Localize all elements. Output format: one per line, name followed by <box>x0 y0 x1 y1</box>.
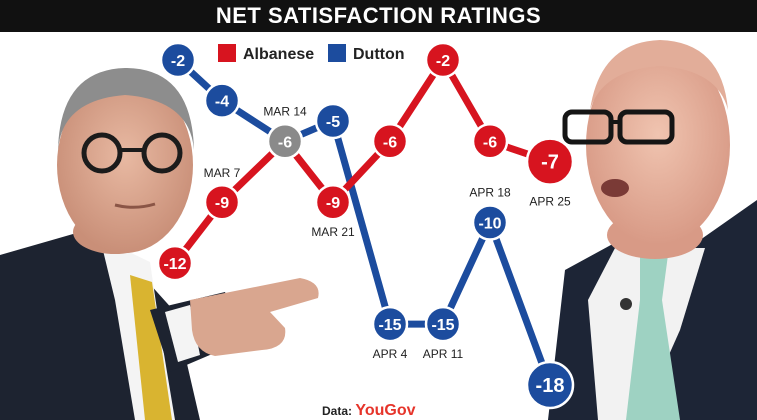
data-label-dutton-1: -4 <box>215 94 229 111</box>
date-labels: MAR 7 MAR 14 MAR 21 APR 25 APR 4 APR 11 APR 18 <box>204 104 571 361</box>
point-albanese-6 <box>471 123 509 160</box>
albanese-glasses-left <box>81 132 123 174</box>
point-albanese-5 <box>424 41 462 79</box>
albanese-tie <box>130 275 172 420</box>
date-label: APR 18 <box>469 186 511 200</box>
point-albanese-1 <box>203 183 241 221</box>
date-label: APR 11 <box>423 347 464 361</box>
data-credit: Data: YouGov <box>322 402 416 420</box>
point-albanese-0 <box>156 244 194 282</box>
dutton-tie <box>626 255 680 420</box>
date-label: MAR 21 <box>311 225 355 239</box>
data-label-albanese-5: -2 <box>436 53 450 70</box>
data-label-albanese-3: -9 <box>326 195 340 212</box>
line-chart: Albanese Dutton -2 -4 -6 -5 -15 -15 -10 -18 -12 -… <box>0 40 757 420</box>
point-markers: -2-4-6-5-15-15-10-18-12-9-6-9-6-2-6-7 <box>156 41 575 410</box>
data-label-albanese-2: -6 <box>278 134 292 151</box>
data-label-dutton-7: -18 <box>536 375 565 397</box>
data-label-dutton-0: -2 <box>171 53 185 70</box>
dutton-mouth <box>601 179 629 197</box>
point-dutton-7 <box>525 360 575 410</box>
yougov-logo: YouGov <box>355 402 416 419</box>
dutton-scalp <box>590 40 728 110</box>
legend-label-albanese: Albanese <box>243 46 314 63</box>
point-albanese-3 <box>314 183 352 221</box>
data-label-dutton-5: -15 <box>431 317 454 334</box>
albanese-photo <box>0 68 319 420</box>
point-dutton-4 <box>371 305 409 343</box>
dutton-glasses-right <box>617 109 675 145</box>
chart-title: NET SATISFACTION RATINGS <box>215 3 542 28</box>
albanese-hair <box>58 68 194 150</box>
point-dutton-3 <box>314 102 352 140</box>
legend: Albanese Dutton <box>218 44 405 63</box>
point-albanese-2 <box>266 123 304 160</box>
data-label-albanese-6: -6 <box>483 134 497 151</box>
date-label: APR 25 <box>529 195 571 209</box>
albanese-mouth <box>114 202 156 209</box>
credit-label: Data: <box>322 404 353 418</box>
data-label-dutton-3: -5 <box>326 114 340 131</box>
albanese-head <box>57 77 193 253</box>
legend-swatch-albanese <box>218 44 236 62</box>
lapel-microphone <box>620 298 632 310</box>
data-label-albanese-4: -6 <box>383 134 397 151</box>
data-label-dutton-6: -10 <box>478 216 501 233</box>
point-albanese-4 <box>371 123 409 160</box>
legend-swatch-dutton <box>328 44 346 62</box>
albanese-glasses-right <box>141 132 183 174</box>
albanese-cuff <box>165 305 200 362</box>
dutton-photo <box>548 40 757 420</box>
dutton-glasses-left <box>562 109 614 145</box>
date-label: APR 4 <box>373 347 408 361</box>
albanese-hand <box>190 278 319 356</box>
point-dutton-5 <box>424 305 462 343</box>
data-label-dutton-4: -15 <box>378 317 401 334</box>
date-label: MAR 14 <box>263 104 307 118</box>
data-label-albanese-1: -9 <box>215 195 229 212</box>
point-dutton-0 <box>159 41 197 79</box>
point-dutton-1 <box>203 82 241 119</box>
point-dutton-6 <box>471 204 509 241</box>
date-label: MAR 7 <box>204 166 241 180</box>
data-label-albanese-7: -7 <box>541 152 559 174</box>
point-albanese-7 <box>525 137 575 186</box>
title-bar <box>0 0 757 32</box>
legend-label-dutton: Dutton <box>353 46 405 63</box>
data-label-albanese-0: -12 <box>163 256 186 273</box>
